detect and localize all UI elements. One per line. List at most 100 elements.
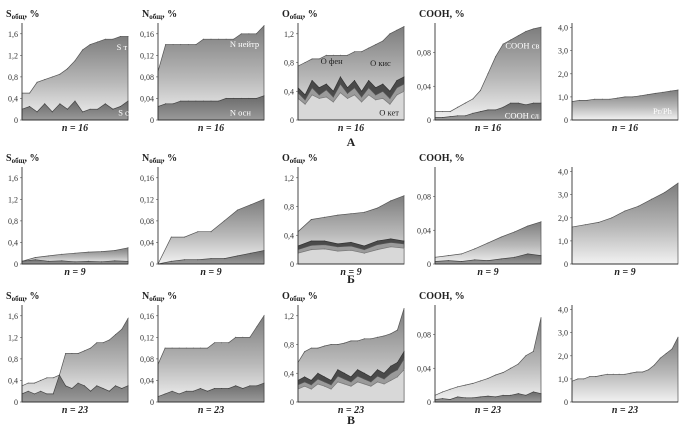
data-point [199,347,201,349]
data-point [304,351,306,353]
data-point [357,381,359,383]
data-point [495,374,497,376]
data-point [317,378,319,380]
data-point [525,394,527,396]
data-point [339,92,341,94]
data-point [221,388,223,389]
annotation: S т [117,42,128,52]
data-point [44,103,46,105]
data-point [403,26,405,28]
data-point [218,100,220,102]
y-tick-label: 0 [150,398,154,407]
data-point [532,102,534,104]
data-point [510,394,512,396]
data-point [659,357,661,359]
y-tick-label: 3,0 [558,329,568,338]
data-point [487,73,489,75]
panels-group: Sобщ, % 0 0,4 0,8 1,2 1,6 S т S с n = 16 Nобщ, % 0… [6,9,679,416]
panel-title: COOH, % [419,153,465,164]
data-point [228,388,230,389]
data-point [317,383,319,385]
data-point [403,76,405,78]
data-point [187,44,189,46]
data-point [502,372,504,373]
series-area-1 [434,253,542,265]
annotation: Pr/Ph [653,106,673,116]
panel-B4: COOH, % 0 0,04 0,08 n = 9 [417,153,542,278]
data-point [90,390,92,392]
data-point [487,260,489,262]
data-point [332,96,334,98]
y-tick-label: 1,2 [8,195,18,204]
data-point [495,56,497,58]
data-point [127,247,129,249]
data-point [653,364,655,366]
data-point [325,89,327,91]
data-point [89,44,91,46]
data-point [382,90,384,92]
data-point [127,36,129,37]
data-point [510,367,512,369]
panel-A1: Sобщ, % 0 0,4 0,8 1,2 1,6 S т S с n = 16 [6,9,129,134]
data-point [514,231,515,233]
series-area-3 [297,246,405,265]
data-point [170,236,172,238]
data-point [36,81,38,83]
data-point [390,372,392,374]
data-point [210,258,212,260]
y-tick-label: 0,8 [284,59,294,68]
data-point [630,372,632,374]
data-point [195,100,197,102]
panel-C1: Sобщ, % 0 0,4 0,8 1,2 1,6 n = 23 [6,291,129,416]
data-point [363,338,365,340]
data-point [449,388,451,390]
panel-title: Sобщ, % [6,153,39,165]
data-point [311,58,313,60]
data-point [52,377,54,379]
data-point [46,393,48,395]
data-point [248,33,250,35]
y-tick-label: 0 [290,398,294,407]
data-point [390,365,392,367]
panel-title: Oобщ, % [282,291,318,303]
data-point [370,338,372,340]
data-point [594,98,596,100]
data-point [337,381,339,383]
data-point [210,100,212,102]
series-area-1 [21,100,129,121]
row-label: Б [347,272,355,286]
data-point [514,256,515,258]
data-point [368,47,370,49]
data-point [361,90,363,92]
data-point [350,245,352,247]
data-point [74,60,76,62]
data-point [382,97,384,99]
data-point [240,33,242,35]
data-point [389,90,391,92]
data-point [34,382,35,384]
data-point [192,390,194,392]
data-point [669,90,671,92]
y-tick-label: 2,0 [558,70,568,79]
y-tick-label: 0,04 [417,82,431,91]
data-point [195,44,197,46]
data-point [34,257,36,258]
panel-title: COOH, % [419,9,465,20]
data-point [354,87,355,89]
panel-B2: Nобщ, % 0 0,04 0,08 0,12 0,16 n = 9 [140,153,265,278]
data-point [403,243,405,245]
data-point [525,355,527,357]
y-tick-label: 0,8 [8,217,18,226]
panel-A4: COOH, % 0 0,04 0,08 СООН св СООН сл n = 16 [417,9,542,134]
data-point [34,259,36,261]
data-point [472,98,474,100]
data-point [647,94,649,96]
data-point [532,350,534,352]
y-tick-label: 1,0 [558,93,568,102]
data-point [61,253,63,255]
data-point [59,73,61,75]
data-point [61,260,63,262]
data-point [479,111,481,113]
y-tick-label: 0,12 [140,195,154,204]
data-point [487,242,489,244]
